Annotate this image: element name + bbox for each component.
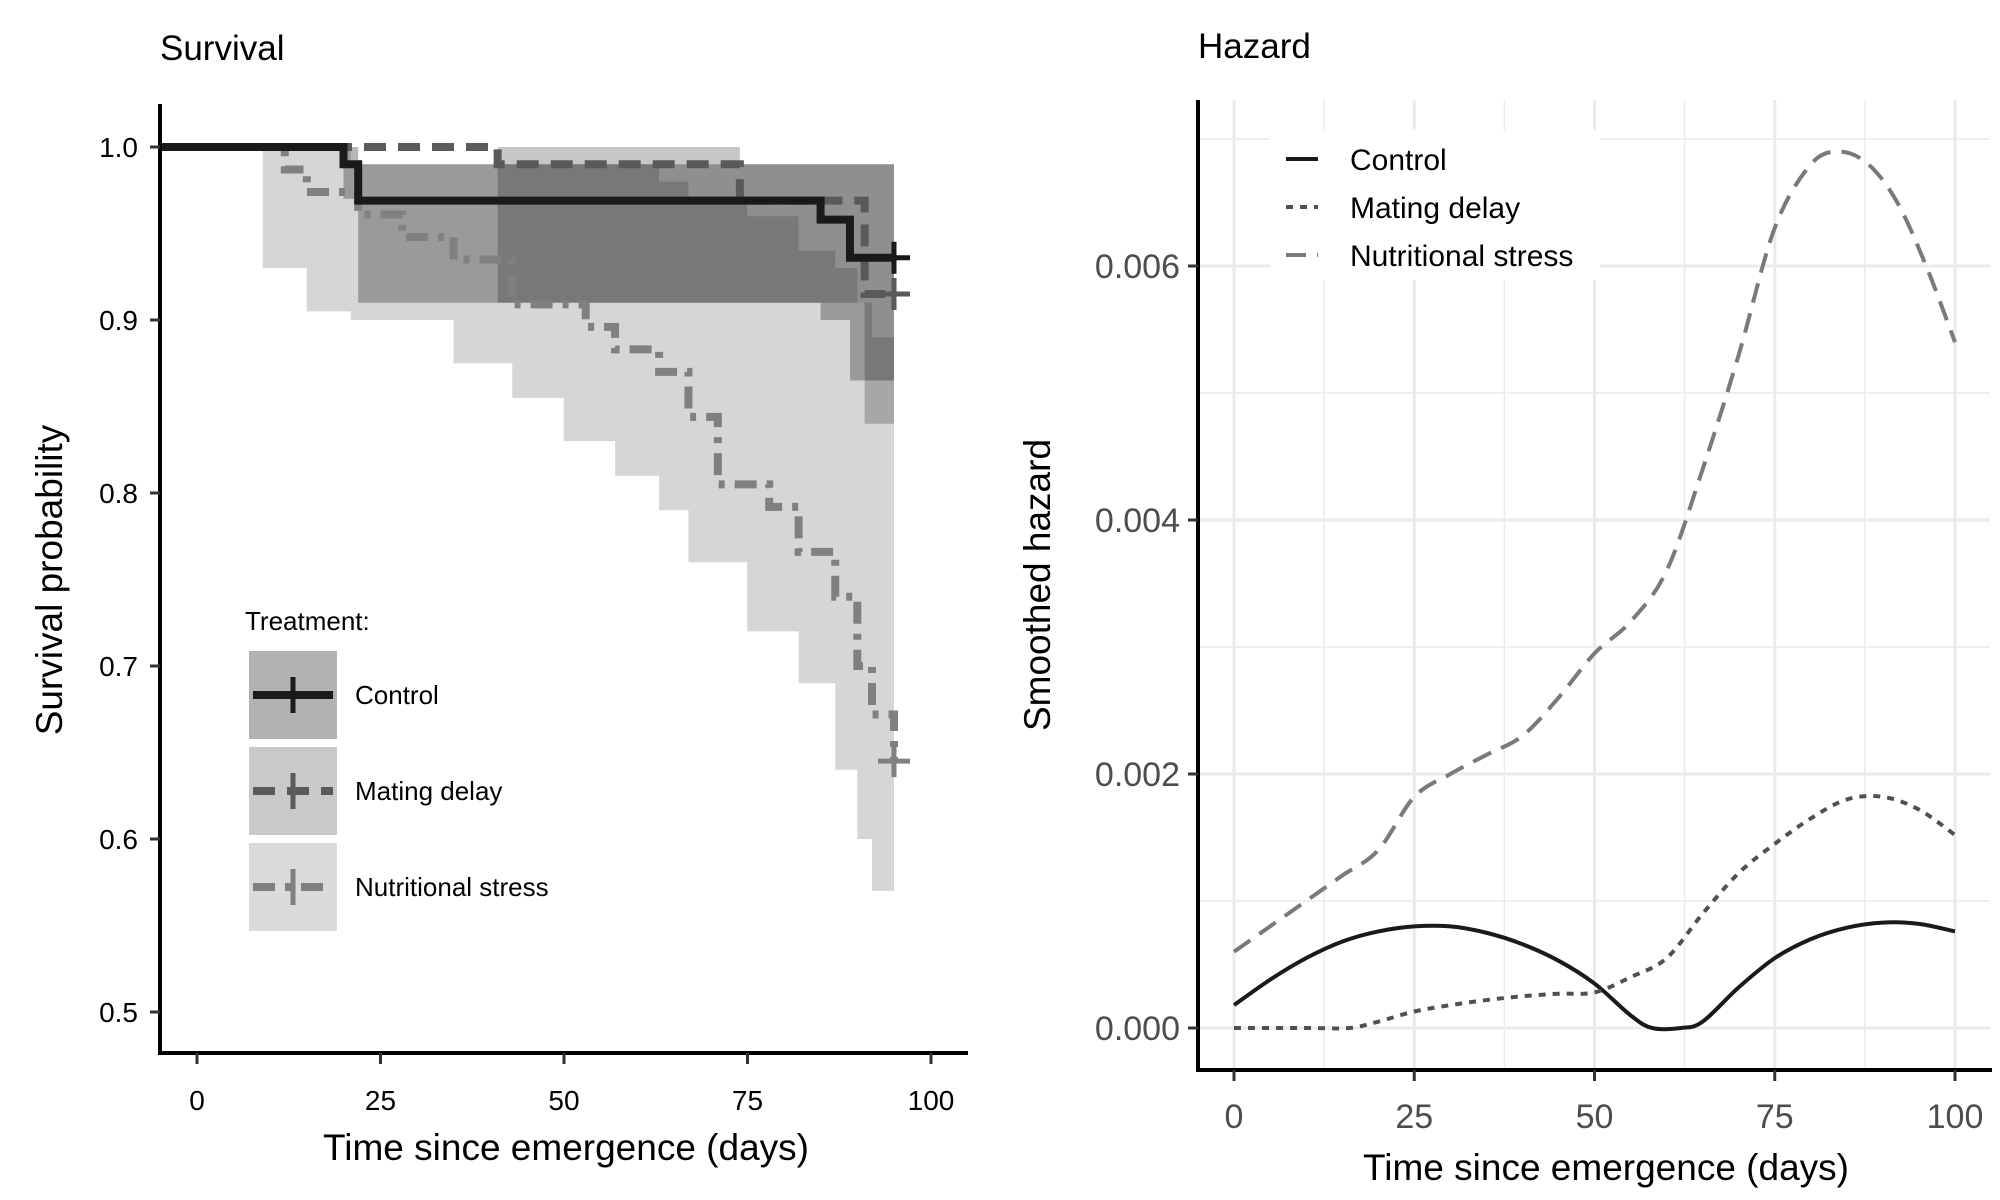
survival-line-mating-delay (160, 143, 894, 299)
survival-curves (160, 143, 910, 778)
hazard-y-tick-label: 0.004 (1095, 502, 1180, 540)
survival-y-tick-label: 0.6 (99, 824, 138, 855)
hazard-legend-label-control: Control (1350, 144, 1447, 177)
survival-y-tick-label: 0.9 (99, 305, 138, 336)
censor-mark-control (878, 241, 910, 274)
survival-line-nutritional-stress (160, 143, 898, 762)
hazard-y-tick-label: 0.006 (1095, 248, 1180, 286)
hazard-panel: Hazard 0.000 0.002 0.004 0.006 0 25 50 75 100 Ti… (1017, 27, 1992, 1188)
survival-y-tick-label: 0.7 (99, 651, 138, 682)
survival-legend-title: Treatment: (245, 606, 370, 636)
hazard-x-tick-label: 25 (1395, 1098, 1433, 1136)
band-mating-delay (160, 147, 894, 424)
band-control (160, 147, 894, 381)
hazard-legend: Control Mating delay Nutritional stress (1270, 130, 1600, 280)
hazard-legend-background (1270, 130, 1600, 280)
survival-y-axis-title: Survival probability (29, 424, 70, 735)
survival-x-axis-title: Time since emergence (days) (323, 1127, 809, 1168)
survival-x-tick-label: 100 (908, 1085, 955, 1116)
hazard-x-tick-label: 0 (1225, 1098, 1244, 1136)
hazard-line-control (1232, 920, 1956, 1032)
hazard-x-tick-label: 50 (1576, 1098, 1614, 1136)
survival-y-tick-label: 1.0 (99, 132, 138, 163)
hazard-curves (1232, 149, 1957, 1032)
survival-y-tick-label: 0.8 (99, 478, 138, 509)
hazard-axes: 0.000 0.002 0.004 0.006 0 25 50 75 100 (1095, 100, 1992, 1136)
censor-mark-mating-delay (878, 278, 910, 311)
survival-x-tick-label: 0 (189, 1085, 205, 1116)
survival-confidence-bands (160, 147, 894, 943)
hazard-x-tick-label: 75 (1756, 1098, 1794, 1136)
legend-label-control: Control (355, 680, 439, 710)
band-nutritional-stress (160, 147, 894, 943)
legend-label-nutritional-stress: Nutritional stress (355, 872, 549, 902)
survival-legend: Treatment: Control Mating delay Nutritiona… (245, 606, 549, 931)
survival-x-tick-label: 25 (365, 1085, 396, 1116)
hazard-legend-label-nutritional-stress: Nutritional stress (1350, 240, 1573, 273)
hazard-x-axis-title: Time since emergence (days) (1363, 1147, 1849, 1188)
hazard-y-axis-title: Smoothed hazard (1017, 439, 1058, 731)
survival-y-tick-label: 0.5 (99, 997, 138, 1028)
hazard-line-nutritional-stress (1232, 149, 1957, 954)
survival-x-tick-label: 75 (732, 1085, 763, 1116)
hazard-y-tick-label: 0.000 (1095, 1010, 1180, 1048)
hazard-line-mating-delay (1233, 793, 1957, 1031)
censor-mark-nutritional-stress (878, 745, 910, 778)
hazard-y-tick-label: 0.002 (1095, 756, 1180, 794)
survival-x-tick-label: 50 (548, 1085, 579, 1116)
survival-panel-title: Survival (160, 29, 284, 68)
legend-label-mating-delay: Mating delay (355, 776, 502, 806)
hazard-panel-title: Hazard (1198, 27, 1311, 66)
hazard-legend-label-mating-delay: Mating delay (1350, 192, 1520, 225)
survival-panel: Survival 0.5 0.6 0.7 0.8 0.9 1.0 0 25 50 75 100 Ti… (29, 29, 968, 1168)
survival-line-control (160, 143, 894, 262)
hazard-x-tick-label: 100 (1927, 1098, 1984, 1136)
survival-axes: 0.5 0.6 0.7 0.8 0.9 1.0 0 25 50 75 100 (99, 104, 968, 1116)
